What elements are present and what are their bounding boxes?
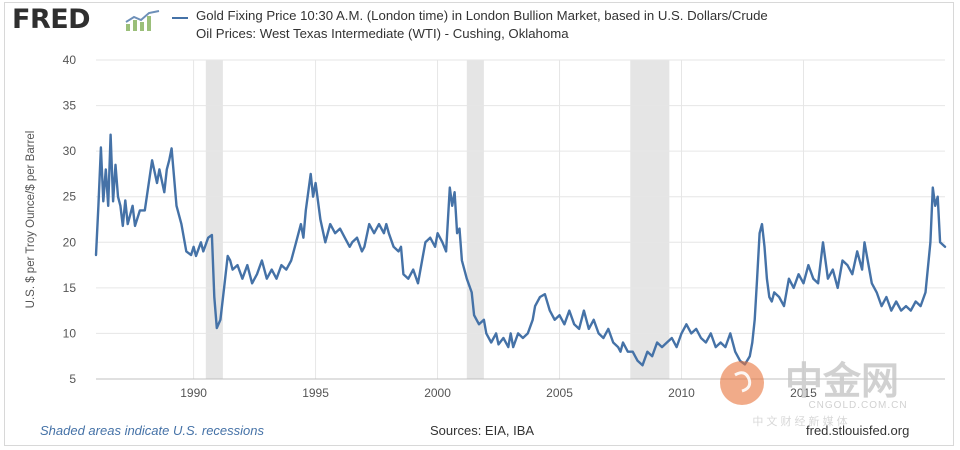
x-tick-label: 2010 — [668, 386, 695, 400]
grid-lines — [96, 59, 945, 380]
fred-logo[interactable]: FRED — [12, 4, 91, 35]
x-tick-label: 1995 — [302, 386, 329, 400]
watermark-chinese-name: 中金网 — [785, 358, 899, 403]
x-tick-label: 2005 — [546, 386, 573, 400]
x-tick-label: 1990 — [180, 386, 207, 400]
y-axis-label: U.S. $ per Troy Ounce/$ per Barrel — [25, 131, 37, 309]
chart-title-line2: Oil Prices: West Texas Intermediate (WTI… — [196, 26, 569, 41]
y-tick-label: 15 — [63, 281, 77, 295]
y-tick-label: 25 — [63, 190, 77, 204]
y-tick-label: 10 — [63, 326, 77, 340]
y-tick-label: 40 — [63, 53, 77, 67]
y-tick-label: 30 — [63, 144, 77, 158]
fred-url-link[interactable]: fred.stlouisfed.org — [806, 423, 910, 438]
watermark-tagline: 中 文 财 经 新 媒 体 — [752, 414, 847, 428]
y-tick-label: 35 — [63, 99, 77, 113]
series-layer — [94, 133, 947, 367]
recession-bands — [205, 60, 670, 379]
axes: 5 10 15 20 25 30 35 40 1990 1995 2000 2005 2010 2015 U… — [25, 53, 945, 400]
x-tick-label: 2015 — [790, 386, 817, 400]
recession-band — [466, 60, 484, 379]
watermark: 中金网 CNGOLD.COM.CN 中 文 财 经 新 媒 体 — [720, 358, 907, 428]
y-tick-label: 5 — [69, 372, 76, 386]
series-line — [94, 133, 947, 367]
chart-title-line1: Gold Fixing Price 10:30 A.M. (London tim… — [196, 8, 768, 23]
recession-note: Shaded areas indicate U.S. recessions — [40, 423, 265, 438]
chart-frame — [4, 2, 954, 446]
legend-line-swatch — [172, 17, 188, 19]
chart-title: Gold Fixing Price 10:30 A.M. (London tim… — [196, 7, 926, 43]
x-tick-label: 2000 — [424, 386, 451, 400]
cngold-logo-swirl-icon — [734, 371, 752, 393]
recession-band — [205, 60, 223, 379]
y-tick-label: 20 — [63, 235, 77, 249]
watermark-domain: CNGOLD.COM.CN — [808, 400, 907, 411]
sources-label: Sources: EIA, IBA — [430, 423, 535, 438]
recession-band — [630, 60, 670, 379]
chart-trend-icon — [125, 10, 160, 31]
cngold-logo-icon — [720, 361, 764, 405]
